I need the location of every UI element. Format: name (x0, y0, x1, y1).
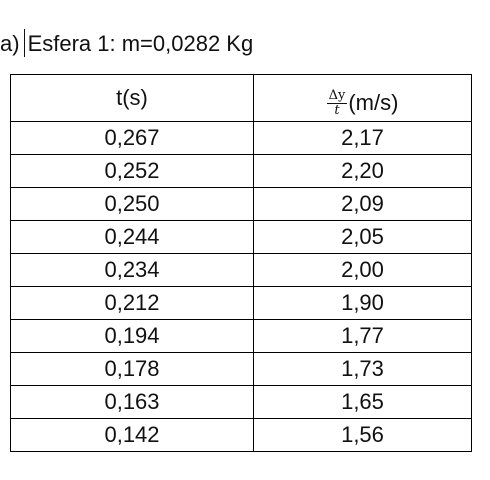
section-heading: a) Esfera 1: m=0,0282 Kg (0, 28, 253, 60)
cell-t: 0,234 (10, 253, 254, 287)
cell-v: 1,73 (253, 352, 472, 386)
cell-v: 1,56 (253, 418, 472, 452)
table-row: 0,194 1,77 (10, 319, 472, 353)
cell-v: 1,65 (253, 385, 472, 419)
table-row: 0,178 1,73 (10, 352, 472, 386)
ratio-numerator: Δy (326, 87, 348, 104)
cell-t: 0,178 (10, 352, 254, 386)
cell-v: 2,09 (253, 187, 472, 221)
ratio-denominator: t (334, 102, 340, 118)
table-header-row: t(s) Δy t (m/s) (10, 74, 472, 122)
column-header-t: t(s) (10, 74, 254, 122)
cell-t: 0,194 (10, 319, 254, 353)
cell-v: 2,05 (253, 220, 472, 254)
ratio-fraction: Δy t (326, 87, 348, 118)
cell-t: 0,212 (10, 286, 254, 320)
table-row: 0,244 2,05 (10, 220, 472, 254)
table-row: 0,267 2,17 (10, 121, 472, 155)
cell-v: 2,20 (253, 154, 472, 188)
heading-text: Esfera 1: m=0,0282 Kg (27, 31, 254, 56)
table-row: 0,252 2,20 (10, 154, 472, 188)
cell-v: 1,77 (253, 319, 472, 353)
table-row: 0,250 2,09 (10, 187, 472, 221)
cell-t: 0,252 (10, 154, 254, 188)
cell-t: 0,142 (10, 418, 254, 452)
heading-prefix: a) (0, 31, 20, 56)
cell-v: 1,90 (253, 286, 472, 320)
cell-t: 0,250 (10, 187, 254, 221)
table-row: 0,163 1,65 (10, 385, 472, 419)
table-row: 0,212 1,90 (10, 286, 472, 320)
cell-v: 2,17 (253, 121, 472, 155)
table-row: 0,234 2,00 (10, 253, 472, 287)
ratio-unit: (m/s) (348, 90, 399, 115)
cell-t: 0,244 (10, 220, 254, 254)
cell-t: 0,267 (10, 121, 254, 155)
column-header-ratio: Δy t (m/s) (253, 74, 472, 122)
text-cursor (23, 29, 25, 57)
data-table: t(s) Δy t (m/s) 0,267 2,17 0,252 2,20 0,… (10, 74, 472, 452)
cell-v: 2,00 (253, 253, 472, 287)
cell-t: 0,163 (10, 385, 254, 419)
table-row: 0,142 1,56 (10, 418, 472, 452)
